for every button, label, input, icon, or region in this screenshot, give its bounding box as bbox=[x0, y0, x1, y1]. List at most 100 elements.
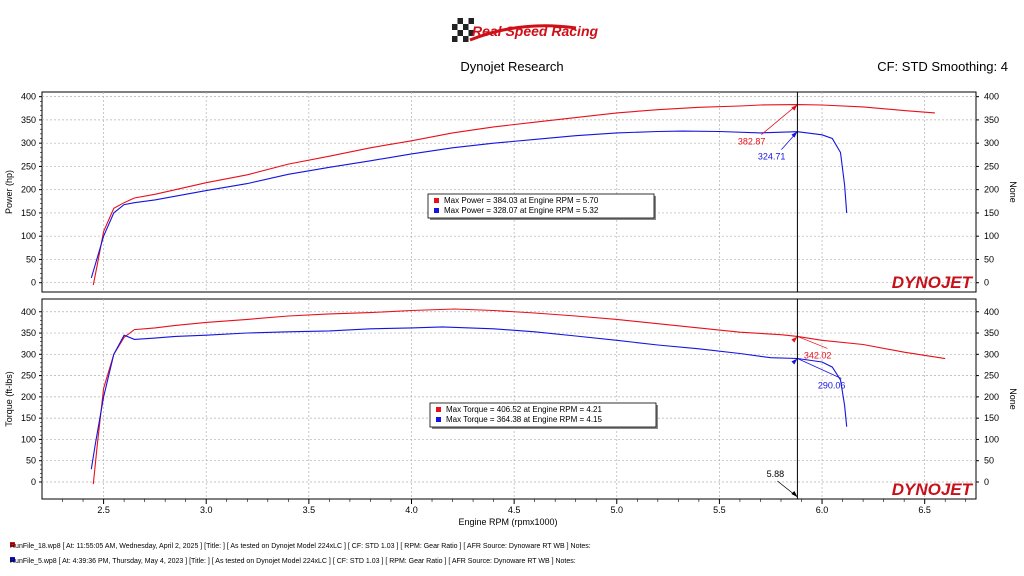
power-y-tick-label: 250 bbox=[21, 161, 36, 171]
power-legend-swatch bbox=[434, 208, 439, 213]
power-y-axis-label: Power (hp) bbox=[4, 170, 14, 214]
power-y2-tick-label: 400 bbox=[984, 92, 999, 102]
torque-y2-tick-label: 350 bbox=[984, 328, 999, 338]
power-y-ticks: 0 0 50 50 100 100 150 150 200 200 250 250 300 300 350 3… bbox=[21, 92, 999, 288]
torque-panel: 0 0 50 50 100 100 150 150 200 200 250 250 300 300 350 3… bbox=[4, 298, 1018, 527]
x-tick-label: 6.5 bbox=[918, 505, 931, 515]
power-legend-swatch bbox=[434, 198, 439, 203]
power-y-tick-label: 200 bbox=[21, 185, 36, 195]
torque-y2-tick-label: 150 bbox=[984, 413, 999, 423]
power-y2-tick-label: 50 bbox=[984, 254, 994, 264]
power-legend-box bbox=[427, 193, 655, 219]
torque-legend-swatch bbox=[436, 407, 441, 412]
torque-y-tick-label: 350 bbox=[21, 328, 36, 338]
torque-y-tick-label: 100 bbox=[21, 434, 36, 444]
power-series bbox=[90, 104, 935, 286]
x-tick-label: 5.5 bbox=[713, 505, 726, 515]
x-tick-label: 4.0 bbox=[405, 505, 418, 515]
x-tick-label: 2.5 bbox=[97, 505, 110, 515]
power-series-2-line bbox=[90, 130, 848, 279]
torque-y2-tick-label: 100 bbox=[984, 434, 999, 444]
power-y2-tick-label: 250 bbox=[984, 161, 999, 171]
torque-marker-2-label: 290.06 bbox=[818, 381, 846, 391]
power-marker-1-arrow bbox=[791, 104, 798, 111]
power-y-tick-label: 400 bbox=[21, 92, 36, 102]
torque-legend-entry-2: Max Torque = 364.38 at Engine RPM = 4.15 bbox=[446, 415, 603, 424]
torque-marker-1-leader bbox=[797, 336, 828, 349]
torque-legend-swatch bbox=[436, 417, 441, 422]
logo: Real Speed Racing bbox=[452, 18, 598, 42]
power-watermark: DYNOJET bbox=[892, 273, 974, 292]
run1-color-swatch bbox=[10, 542, 15, 547]
power-y-tick-label: 150 bbox=[21, 208, 36, 218]
power-marker-2-label: 324.71 bbox=[758, 152, 786, 162]
power-markers: 382.87 324.71 bbox=[738, 104, 798, 162]
torque-y2-tick-label: 250 bbox=[984, 371, 999, 381]
power-y-tick-label: 300 bbox=[21, 138, 36, 148]
run2-info: RunFile_5.wp8 [ At: 4:39:36 PM, Thursday… bbox=[10, 558, 576, 565]
torque-series-2-line bbox=[90, 326, 848, 470]
torque-y-axis-label: Torque (ft-lbs) bbox=[4, 371, 14, 427]
torque-y-tick-label: 250 bbox=[21, 371, 36, 381]
torque-y2-tick-label: 200 bbox=[984, 392, 999, 402]
power-y2-tick-label: 300 bbox=[984, 138, 999, 148]
power-y2-axis-label: None bbox=[1008, 181, 1018, 203]
power-y-tick-label: 0 bbox=[31, 278, 36, 288]
rpm-cursor[interactable]: 5.88 bbox=[767, 92, 798, 499]
power-legend: Max Power = 384.03 at Engine RPM = 5.70M… bbox=[427, 193, 656, 220]
torque-series-1-line bbox=[92, 308, 946, 485]
torque-legend-entry-1: Max Torque = 406.52 at Engine RPM = 4.21 bbox=[446, 405, 603, 414]
chart-title: Dynojet Research bbox=[460, 59, 563, 74]
power-dynojet-watermark: DYNOJET bbox=[892, 273, 974, 292]
power-plot-frame bbox=[41, 91, 977, 293]
torque-marker-2-arrow bbox=[791, 358, 798, 365]
x-tick-label: 3.0 bbox=[200, 505, 213, 515]
power-y2-tick-label: 200 bbox=[984, 185, 999, 195]
torque-watermark: DYNOJET bbox=[892, 480, 974, 499]
run2-color-swatch bbox=[10, 557, 15, 562]
power-marker-1-leader bbox=[761, 104, 798, 135]
power-y2-tick-label: 100 bbox=[984, 231, 999, 241]
torque-y-tick-label: 400 bbox=[21, 307, 36, 317]
logo-text: Real Speed Racing bbox=[472, 23, 598, 39]
cursor-label: 5.88 bbox=[767, 469, 785, 479]
torque-marker-1-label: 342.02 bbox=[804, 350, 832, 360]
torque-y-tick-label: 50 bbox=[26, 456, 36, 466]
torque-y2-axis-label: None bbox=[1008, 388, 1018, 410]
torque-y2-tick-label: 50 bbox=[984, 456, 994, 466]
x-tick-label: 4.5 bbox=[508, 505, 521, 515]
power-y-tick-label: 100 bbox=[21, 231, 36, 241]
cursor-arrow bbox=[791, 491, 798, 497]
power-y-tick-label: 50 bbox=[26, 254, 36, 264]
power-y-tick-label: 350 bbox=[21, 115, 36, 125]
power-legend-entry-2: Max Power = 328.07 at Engine RPM = 5.32 bbox=[444, 206, 599, 215]
torque-y-tick-label: 150 bbox=[21, 413, 36, 423]
torque-y-tick-label: 0 bbox=[31, 477, 36, 487]
torque-legend-box bbox=[429, 402, 657, 428]
torque-markers: 342.02 290.06 bbox=[791, 336, 846, 391]
torque-y-tick-label: 300 bbox=[21, 349, 36, 359]
torque-series bbox=[90, 308, 946, 485]
x-tick-label: 5.0 bbox=[611, 505, 624, 515]
torque-marker-2-leader bbox=[797, 358, 842, 379]
run-info: RunFile_18.wp8 [ At: 11:55:05 AM, Wednes… bbox=[10, 542, 591, 565]
power-marker-2-arrow bbox=[791, 131, 798, 138]
torque-legend: Max Torque = 406.52 at Engine RPM = 4.21… bbox=[429, 402, 658, 429]
power-grid bbox=[42, 92, 976, 292]
power-y2-tick-label: 150 bbox=[984, 208, 999, 218]
torque-grid bbox=[42, 299, 976, 499]
power-legend-entry-1: Max Power = 384.03 at Engine RPM = 5.70 bbox=[444, 196, 599, 205]
torque-plot-frame bbox=[41, 298, 977, 500]
x-axis-ticks: 2.5 3.0 3.5 4.0 4.5 5.0 5.5 6.0 6.5 bbox=[62, 499, 967, 515]
torque-y2-tick-label: 400 bbox=[984, 307, 999, 317]
torque-marker-1-arrow bbox=[791, 336, 798, 343]
power-y2-tick-label: 350 bbox=[984, 115, 999, 125]
x-tick-label: 3.5 bbox=[303, 505, 316, 515]
torque-y2-tick-label: 0 bbox=[984, 477, 989, 487]
power-panel: 0 0 50 50 100 100 150 150 200 200 250 250 300 300 350 3… bbox=[4, 91, 1018, 293]
run1-info: RunFile_18.wp8 [ At: 11:55:05 AM, Wednes… bbox=[10, 543, 591, 550]
power-y2-tick-label: 0 bbox=[984, 278, 989, 288]
power-series-1-line bbox=[92, 104, 935, 286]
torque-y-ticks: 0 0 50 50 100 100 150 150 200 200 250 250 300 300 350 3… bbox=[21, 307, 999, 487]
